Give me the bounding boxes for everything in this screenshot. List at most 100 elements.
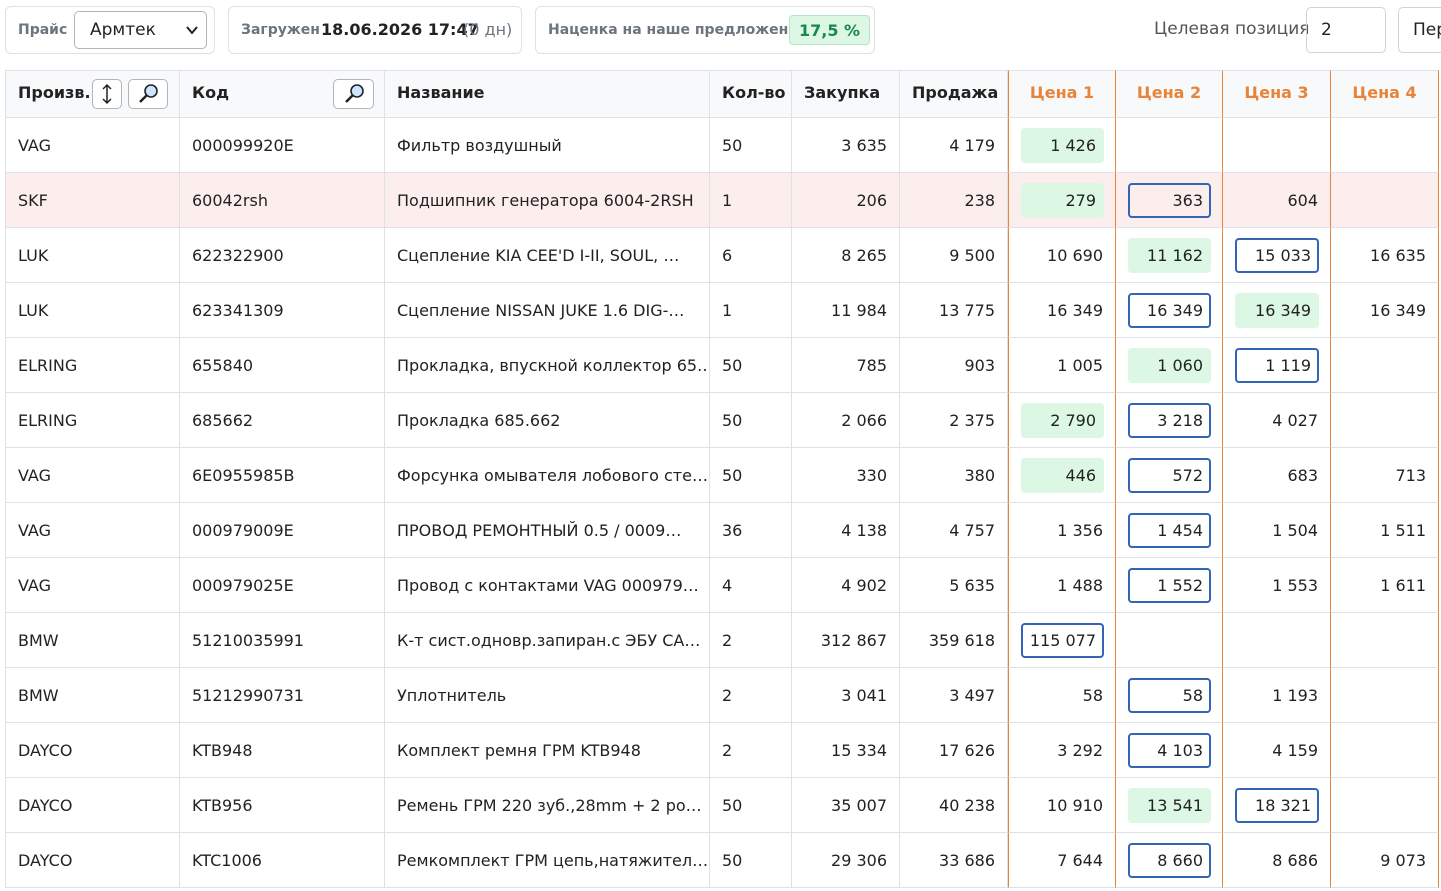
- price-4-cell: 1 511: [1330, 503, 1439, 558]
- loaded-value: 18.06.2026 17:47: [321, 20, 479, 39]
- price-4-cell: [1330, 393, 1439, 448]
- sale-cell: 380: [900, 448, 1008, 503]
- price-1-cell: 279: [1008, 173, 1116, 228]
- name-cell: Прокладка, впускной коллектор 65…: [385, 338, 710, 393]
- loaded-age: (0 дн): [463, 20, 513, 39]
- quantity-cell: 50: [710, 393, 792, 448]
- price-1-cell: 16 349: [1008, 283, 1116, 338]
- name-cell: Комплект ремня ГРМ KTB948: [385, 723, 710, 778]
- price-1-cell: 58: [1008, 668, 1116, 723]
- code-cell: 623341309: [180, 283, 385, 338]
- column-header[interactable]: Закупка: [792, 70, 900, 118]
- column-header[interactable]: Название: [385, 70, 710, 118]
- search-icon: [345, 84, 364, 103]
- purchase-cell: 11 984: [792, 283, 900, 338]
- code-cell: 685662: [180, 393, 385, 448]
- purchase-cell: 8 265: [792, 228, 900, 283]
- code-cell: 51210035991: [180, 613, 385, 668]
- price-4-cell: [1330, 118, 1439, 173]
- sale-cell: 5 635: [900, 558, 1008, 613]
- best-price: 279: [1021, 183, 1104, 218]
- price-3-cell: 604: [1222, 173, 1331, 228]
- search-code-button[interactable]: [333, 79, 374, 109]
- name-cell: К-т сист.одновр.запиран.с ЭБУ CA…: [385, 613, 710, 668]
- code-cell: 6E0955985B: [180, 448, 385, 503]
- code-cell: 622322900: [180, 228, 385, 283]
- sale-cell: 40 238: [900, 778, 1008, 833]
- price-3-cell: 4 027: [1222, 393, 1331, 448]
- price-3-cell: 4 159: [1222, 723, 1331, 778]
- price-1-cell: 1 488: [1008, 558, 1116, 613]
- quantity-cell: 1: [710, 173, 792, 228]
- target-price: 1 119: [1235, 348, 1319, 383]
- best-price: 1 060: [1128, 348, 1211, 383]
- code-cell: 655840: [180, 338, 385, 393]
- purchase-cell: 29 306: [792, 833, 900, 888]
- code-cell: KTC1006: [180, 833, 385, 888]
- purchase-cell: 2 066: [792, 393, 900, 448]
- sale-cell: 238: [900, 173, 1008, 228]
- quantity-cell: 2: [710, 723, 792, 778]
- price-2-cell: [1115, 118, 1223, 173]
- name-cell: Ремкомплект ГРМ цепь,натяжител…: [385, 833, 710, 888]
- price-2-cell: 1 454: [1115, 503, 1223, 558]
- best-price: 11 162: [1128, 238, 1211, 273]
- price-3-cell: 1 119: [1222, 338, 1331, 393]
- producer-cell: VAG: [5, 558, 180, 613]
- quantity-cell: 2: [710, 613, 792, 668]
- quantity-cell: 50: [710, 338, 792, 393]
- price-2-cell: [1115, 613, 1223, 668]
- price-3-cell: 16 349: [1222, 283, 1331, 338]
- price-2-cell: 4 103: [1115, 723, 1223, 778]
- price-2-cell: 572: [1115, 448, 1223, 503]
- price-2-cell: 11 162: [1115, 228, 1223, 283]
- quantity-cell: 4: [710, 558, 792, 613]
- target-price: 572: [1128, 458, 1211, 493]
- markup-label: Наценка на наше предложение: [548, 22, 808, 38]
- column-header[interactable]: Цена 4: [1330, 70, 1439, 118]
- target-input[interactable]: 2: [1306, 7, 1386, 53]
- price-select-value: Армтек: [90, 20, 156, 40]
- column-header[interactable]: Продажа: [900, 70, 1008, 118]
- sale-cell: 3 497: [900, 668, 1008, 723]
- price-panel: Прайс Армтек: [5, 6, 215, 54]
- best-price: 13 541: [1128, 788, 1211, 823]
- next-button[interactable]: Пер: [1398, 7, 1441, 53]
- price-4-cell: 1 611: [1330, 558, 1439, 613]
- sale-cell: 903: [900, 338, 1008, 393]
- price-3-cell: [1222, 613, 1331, 668]
- price-3-cell: 1 553: [1222, 558, 1331, 613]
- price-1-cell: 1 005: [1008, 338, 1116, 393]
- column-header[interactable]: Цена 2: [1115, 70, 1223, 118]
- price-2-cell: 16 349: [1115, 283, 1223, 338]
- name-cell: ПРОВОД РЕМОНТНЫЙ 0.5 / 0009…: [385, 503, 710, 558]
- price-1-cell: 1 356: [1008, 503, 1116, 558]
- quantity-cell: 2: [710, 668, 792, 723]
- producer-cell: SKF: [5, 173, 180, 228]
- price-1-cell: 446: [1008, 448, 1116, 503]
- quantity-cell: 50: [710, 448, 792, 503]
- best-price: 2 790: [1021, 403, 1104, 438]
- price-select[interactable]: Армтек: [74, 11, 207, 49]
- quantity-cell: 50: [710, 118, 792, 173]
- sort-button[interactable]: [92, 79, 122, 109]
- purchase-cell: 4 902: [792, 558, 900, 613]
- price-1-cell: 10 910: [1008, 778, 1116, 833]
- best-price: 1 426: [1021, 128, 1104, 163]
- price-4-cell: [1330, 613, 1439, 668]
- best-price: 446: [1021, 458, 1104, 493]
- column-header[interactable]: Кол-во: [710, 70, 792, 118]
- price-3-cell: 1 193: [1222, 668, 1331, 723]
- name-cell: Форсунка омывателя лобового сте…: [385, 448, 710, 503]
- price-1-cell: 1 426: [1008, 118, 1116, 173]
- purchase-cell: 4 138: [792, 503, 900, 558]
- code-cell: KTB948: [180, 723, 385, 778]
- code-cell: KTB956: [180, 778, 385, 833]
- search-producer-button[interactable]: [128, 79, 168, 109]
- price-4-cell: 9 073: [1330, 833, 1439, 888]
- target-price: 3 218: [1128, 403, 1211, 438]
- column-header[interactable]: Цена 1: [1008, 70, 1116, 118]
- column-header[interactable]: Цена 3: [1222, 70, 1331, 118]
- quantity-cell: 50: [710, 778, 792, 833]
